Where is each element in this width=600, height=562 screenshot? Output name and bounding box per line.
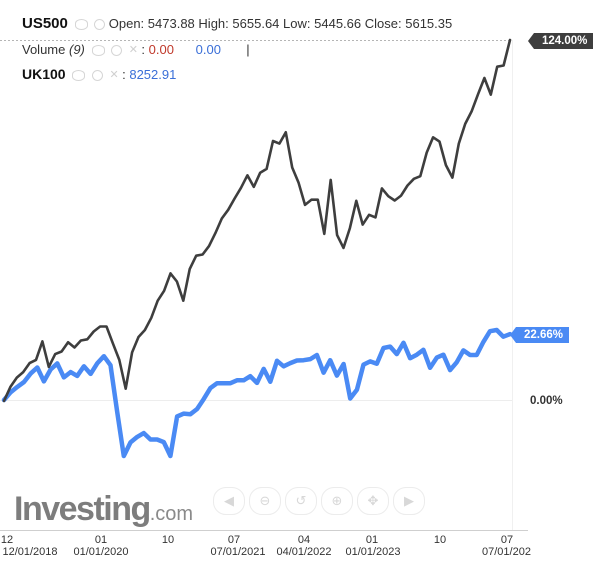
x-tick-top-label: 07 bbox=[228, 534, 240, 546]
open-value: 5473.88 bbox=[147, 16, 195, 31]
x-tick-bottom-label: 04/01/2022 bbox=[276, 546, 331, 558]
close-icon[interactable]: ✕ bbox=[128, 44, 138, 57]
x-tick-bottom-label: 07/01/2021 bbox=[210, 546, 265, 558]
uk100-value: 8252.91 bbox=[129, 67, 177, 82]
x-tick-bottom-label: 07/01/202 bbox=[482, 546, 531, 558]
volume-label[interactable]: Volume bbox=[22, 42, 66, 57]
step-forward-icon[interactable]: ▶ bbox=[393, 487, 425, 515]
close-value: 5615.35 bbox=[405, 16, 453, 31]
volume-param: (9) bbox=[69, 42, 85, 57]
eye-icon[interactable] bbox=[74, 19, 88, 31]
high-value: 5655.64 bbox=[232, 16, 280, 31]
eye-icon[interactable] bbox=[91, 45, 105, 57]
close-icon[interactable]: ✕ bbox=[109, 69, 119, 82]
x-tick-top-label: 01 bbox=[95, 534, 107, 546]
us500-line bbox=[2, 38, 512, 403]
close-label: Close: bbox=[364, 16, 402, 31]
settings-icon[interactable] bbox=[94, 19, 106, 31]
logo-suffix: .com bbox=[149, 503, 194, 525]
zoom-out-icon[interactable]: ⊖ bbox=[249, 487, 281, 515]
us500-price-tag: 124.00% bbox=[527, 33, 594, 49]
high-label: High: bbox=[198, 16, 229, 31]
x-tick-bottom-label: 01/01/2023 bbox=[345, 546, 400, 558]
volume-value-2: 0.00 bbox=[195, 42, 221, 57]
x-tick-bottom-label: 12/01/2018 bbox=[2, 546, 57, 558]
legend-row-us500: US500 Open: 5473.88 High: 5655.64 Low: 5… bbox=[22, 15, 452, 33]
pan-icon[interactable]: ✥ bbox=[357, 487, 389, 515]
reset-icon[interactable]: ↺ bbox=[285, 487, 317, 515]
low-label: Low: bbox=[283, 16, 311, 31]
uk100-price-tag: 22.66% bbox=[509, 327, 570, 343]
x-tick-top-label: 12 bbox=[1, 534, 13, 546]
legend-row-volume: Volume (9) ✕ : 0.00 0.00 | bbox=[22, 42, 250, 57]
text-cursor: | bbox=[246, 42, 250, 57]
x-tick-top-label: 04 bbox=[298, 534, 310, 546]
volume-value-1: 0.00 bbox=[148, 42, 174, 57]
x-tick-top-label: 10 bbox=[434, 534, 446, 546]
legend-us500-symbol[interactable]: US500 bbox=[22, 15, 68, 32]
chart-navigation-toolbar: ◀ ⊖ ↺ ⊕ ✥ ▶ bbox=[213, 487, 429, 517]
step-back-icon[interactable]: ◀ bbox=[213, 487, 245, 515]
x-tick-top-label: 01 bbox=[366, 534, 378, 546]
settings-icon[interactable] bbox=[111, 45, 123, 57]
eye-icon[interactable] bbox=[72, 70, 86, 82]
legend-uk100-symbol[interactable]: UK100 bbox=[22, 66, 66, 82]
zero-percent-label: 0.00% bbox=[530, 395, 563, 407]
x-tick-top-label: 07 bbox=[501, 534, 513, 546]
x-tick-bottom-label: 01/01/2020 bbox=[73, 546, 128, 558]
settings-icon[interactable] bbox=[91, 70, 103, 82]
logo-brand: Investing bbox=[14, 490, 151, 528]
low-value: 5445.66 bbox=[314, 16, 362, 31]
open-label: Open: bbox=[108, 16, 145, 31]
investing-logo: Investing.com bbox=[14, 490, 193, 529]
x-tick-top-label: 10 bbox=[162, 534, 174, 546]
uk100-line bbox=[1, 327, 513, 459]
zoom-in-icon[interactable]: ⊕ bbox=[321, 487, 353, 515]
legend-row-uk100: UK100 ✕ : 8252.91 bbox=[22, 66, 177, 82]
